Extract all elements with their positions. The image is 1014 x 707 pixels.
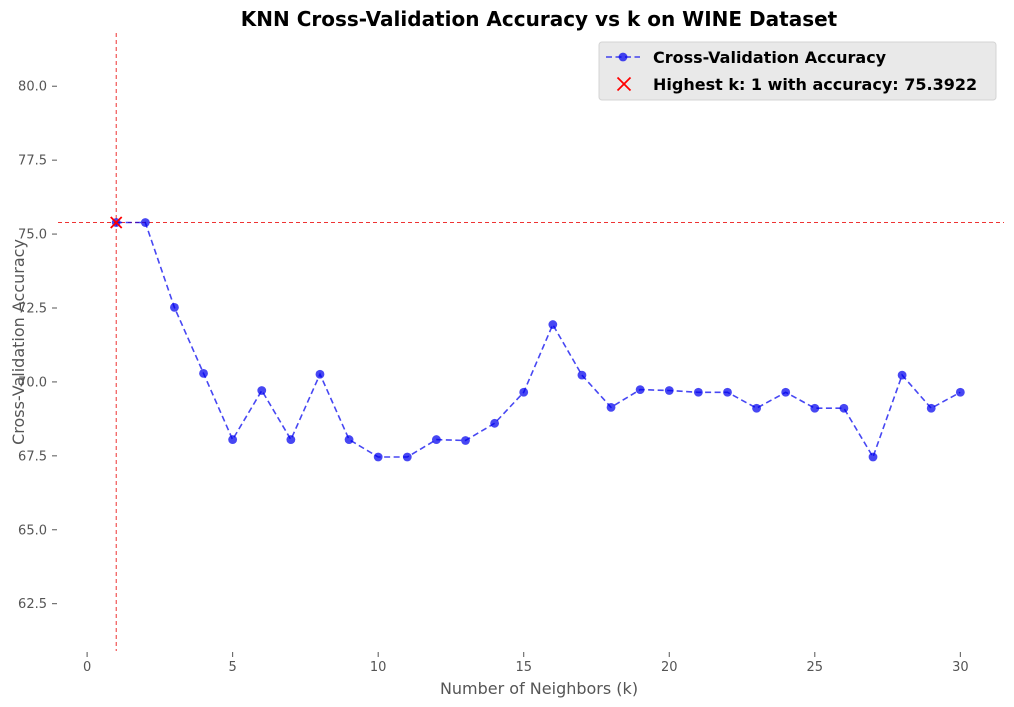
data-point [548,320,558,329]
y-tick-label: 67.5 [18,449,47,464]
highlight-marker-stroke [110,216,123,229]
series-line [116,221,961,459]
y-tick-label: 70.0 [18,375,47,390]
data-point [693,387,703,397]
data-point [752,403,761,413]
chart-title: KNN Cross-Validation Accuracy vs k on WI… [241,7,838,31]
data-point [461,436,470,445]
data-point [315,369,325,379]
data-point [635,385,645,395]
x-tick-label: 5 [229,660,237,675]
highlight-marker [110,216,123,229]
x-tick-label: 30 [952,660,969,675]
data-point [810,403,820,413]
data-point [664,386,674,395]
legend-marker-swatch [618,52,628,62]
data-point [140,218,150,227]
data-point [402,452,412,462]
data-point [723,387,732,397]
y-tick-label: 72.5 [18,301,47,316]
data-point [170,303,179,312]
data-point [344,435,354,444]
y-tick-label: 62.5 [18,597,47,612]
x-axis-label: Number of Neighbors (k) [440,679,638,698]
data-point [373,452,383,462]
data-point [926,403,936,413]
x-tick-label: 25 [807,660,824,675]
data-point [955,387,965,397]
y-tick-label: 80.0 [18,80,47,95]
data-point [199,368,208,378]
plot-area [58,33,1004,651]
data-point [519,387,529,397]
data-point [228,435,238,444]
data-point [839,403,849,413]
x-tick-label: 0 [83,660,91,675]
legend-box [598,41,997,101]
legend-x-swatch [616,76,632,92]
legend-label-series: Cross-Validation Accuracy [653,48,887,67]
y-tick-label: 77.5 [18,154,47,169]
data-point [606,402,616,412]
y-tick-label: 75.0 [18,228,47,243]
legend-label-highlight: Highest k: 1 with accuracy: 75.3922 [653,75,977,94]
y-tick-label: 65.0 [18,523,47,538]
y-axis-label: Cross-Validation Accuracy [9,239,28,445]
data-point [490,418,500,428]
data-point [781,387,791,397]
x-tick-label: 10 [370,660,387,675]
legend: Cross-Validation Accuracy Highest k: 1 wi… [598,41,997,101]
data-point [286,435,296,444]
data-point [432,435,441,444]
data-point [257,386,267,395]
data-point [868,452,878,462]
data-point [577,370,587,380]
x-tick-label: 20 [661,660,678,675]
x-tick-label: 15 [515,660,532,675]
data-point [897,370,907,380]
